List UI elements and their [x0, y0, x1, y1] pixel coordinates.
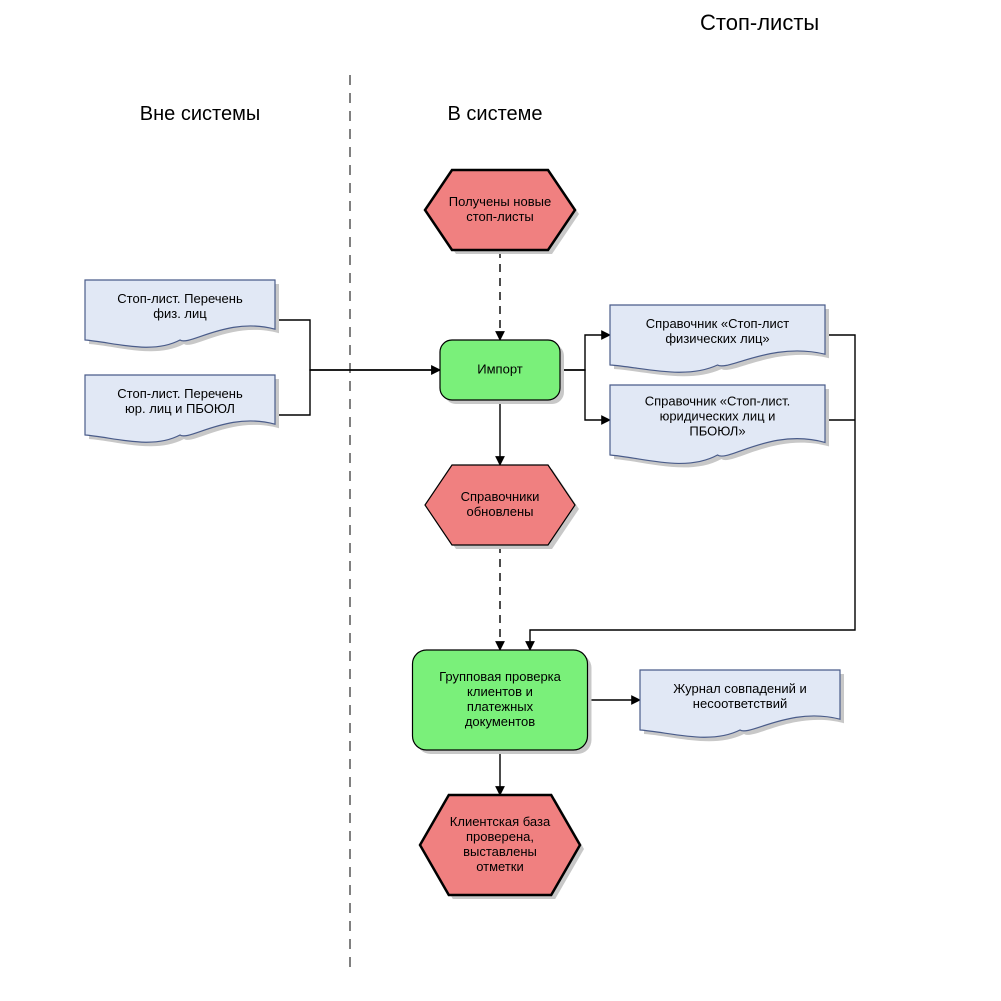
- docR1-line-1: физических лиц»: [665, 331, 769, 346]
- docR3-line-0: Журнал совпадений и: [673, 681, 807, 696]
- docR2-line-1: юридических лиц и: [660, 408, 776, 423]
- hex2-line-1: обновлены: [466, 504, 533, 519]
- page-title: Стоп-листы: [700, 10, 819, 35]
- hex3-line-1: проверена,: [466, 829, 534, 844]
- column-left-header: Вне системы: [140, 103, 260, 125]
- proc1-line-0: Импорт: [477, 361, 522, 376]
- column-right-header: В системе: [448, 103, 543, 125]
- hex3-line-3: отметки: [476, 859, 524, 874]
- flowchart: Стоп-листы Вне системы В системе Получены н…: [0, 0, 1001, 1001]
- docL1-line-0: Стоп-лист. Перечень: [117, 291, 243, 306]
- hex3-line-0: Клиентская база: [450, 814, 551, 829]
- proc2-line-1: клиентов и: [467, 684, 533, 699]
- docR3-line-1: несоответствий: [693, 696, 787, 711]
- docL1-line-1: физ. лиц: [153, 306, 207, 321]
- proc2-line-2: платежных: [467, 699, 534, 714]
- hex2-line-0: Справочники: [461, 489, 540, 504]
- proc2-line-0: Групповая проверка: [439, 669, 562, 684]
- docR2-line-0: Справочник «Стоп-лист.: [645, 393, 791, 408]
- docL2-line-1: юр. лиц и ПБОЮЛ: [125, 401, 235, 416]
- docL2-line-0: Стоп-лист. Перечень: [117, 386, 243, 401]
- hex1-line-1: стоп-листы: [466, 209, 534, 224]
- hex1-line-0: Получены новые: [449, 194, 551, 209]
- docR1-line-0: Справочник «Стоп-лист: [646, 316, 789, 331]
- docR2-line-2: ПБОЮЛ»: [689, 423, 745, 438]
- proc2-line-3: документов: [465, 714, 535, 729]
- hex3-line-2: выставлены: [463, 844, 537, 859]
